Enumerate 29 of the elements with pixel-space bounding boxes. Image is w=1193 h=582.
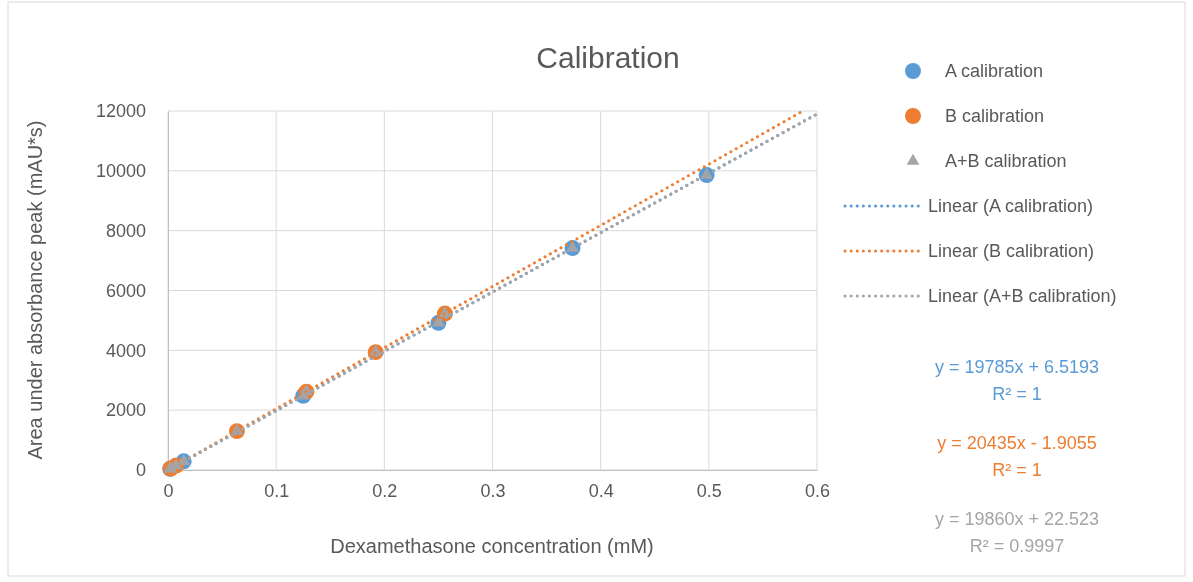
chart-title: Calibration	[536, 41, 680, 74]
legend-label: Linear (A+B calibration)	[928, 286, 1117, 306]
legend-label: Linear (B calibration)	[928, 241, 1095, 261]
y-tick-label: 10000	[95, 161, 146, 182]
text: y = 19860x + 22.523	[934, 509, 1100, 529]
text: R² = 1	[992, 384, 1042, 404]
x-tick-label: 0	[163, 480, 174, 501]
y-tick-label: 6000	[105, 280, 146, 301]
legend-label: B calibration	[945, 106, 1045, 126]
x-tick-label: 0.2	[372, 480, 398, 501]
text: y = 19785x + 6.5193	[934, 357, 1100, 377]
x-tick-label: 0.5	[696, 480, 722, 501]
text: R² = 0.9997	[969, 536, 1065, 556]
x-tick-label: 0.3	[480, 480, 506, 501]
x-tick-label: 0.1	[264, 480, 290, 501]
legend-label: A+B calibration	[945, 151, 1067, 171]
legend-label: A calibration	[945, 61, 1044, 81]
y-axis-title: Area under absorbance peak (mAU*s)	[24, 120, 46, 460]
y-tick-label: 2000	[105, 400, 146, 421]
x-tick-label: 0.4	[588, 480, 614, 501]
y-tick-label: 0	[135, 460, 146, 481]
x-axis-title: Dexamethasone concentration (mM)	[330, 535, 654, 557]
text: y = 20435x - 1.9055	[937, 433, 1097, 453]
text: R² = 1	[992, 460, 1042, 480]
y-tick-label: 8000	[105, 220, 146, 241]
y-tick-label: 12000	[95, 101, 146, 122]
x-tick-label: 0.6	[804, 480, 831, 501]
legend-label: Linear (A calibration)	[928, 196, 1094, 216]
y-tick-label: 4000	[105, 340, 146, 361]
